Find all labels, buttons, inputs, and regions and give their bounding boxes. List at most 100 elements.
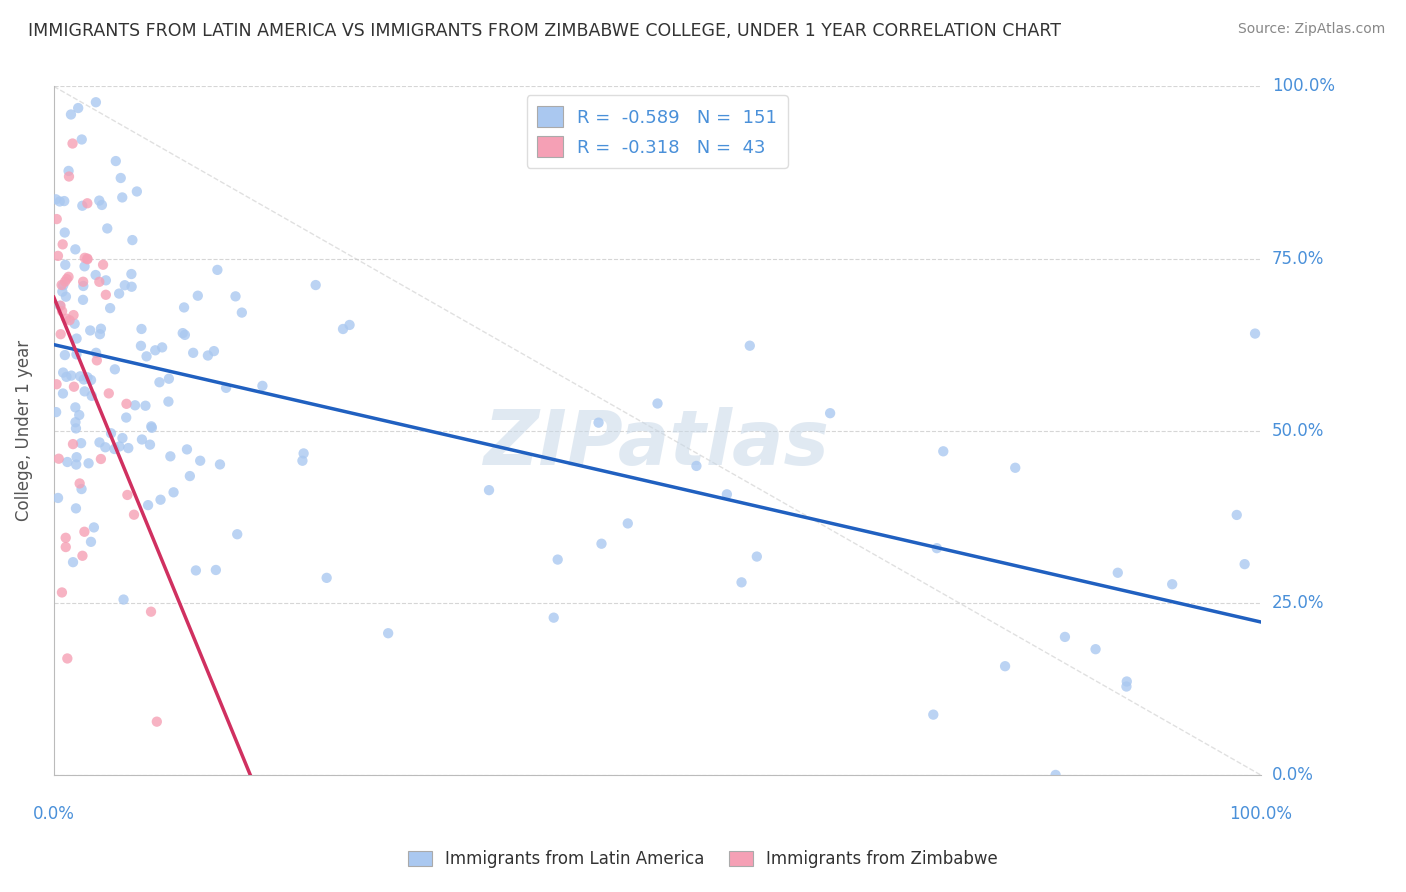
Point bbox=[86, 353, 108, 368]
Point bbox=[65, 347, 87, 361]
Text: Source: ZipAtlas.com: Source: ZipAtlas.com bbox=[1237, 22, 1385, 37]
Point bbox=[291, 454, 314, 468]
Point bbox=[117, 488, 139, 502]
Point bbox=[100, 426, 122, 441]
Point bbox=[79, 323, 101, 337]
Point bbox=[94, 273, 117, 287]
Point bbox=[377, 626, 399, 640]
Point bbox=[1161, 577, 1184, 591]
Point bbox=[67, 408, 90, 422]
Point bbox=[994, 659, 1017, 673]
Point bbox=[53, 275, 76, 289]
Point bbox=[65, 501, 87, 516]
Legend: R =  -0.589   N =  151, R =  -0.318   N =  43: R = -0.589 N = 151, R = -0.318 N = 43 bbox=[527, 95, 787, 168]
Point bbox=[62, 136, 84, 151]
Point bbox=[73, 384, 96, 399]
Point bbox=[143, 343, 166, 358]
Point bbox=[46, 491, 69, 505]
Y-axis label: College, Under 1 year: College, Under 1 year bbox=[15, 340, 32, 521]
Point bbox=[225, 289, 247, 303]
Point bbox=[45, 405, 67, 419]
Point bbox=[53, 226, 76, 240]
Point bbox=[332, 322, 354, 336]
Point bbox=[148, 376, 170, 390]
Point bbox=[730, 575, 752, 590]
Point bbox=[115, 410, 138, 425]
Point bbox=[478, 483, 501, 497]
Point bbox=[181, 346, 204, 360]
Point bbox=[104, 362, 127, 376]
Point bbox=[77, 456, 100, 470]
Point bbox=[685, 458, 707, 473]
Point bbox=[53, 348, 76, 362]
Point bbox=[69, 476, 91, 491]
Point bbox=[208, 458, 231, 472]
Point bbox=[45, 212, 67, 227]
Point bbox=[83, 520, 105, 534]
Point bbox=[115, 397, 138, 411]
Point bbox=[305, 278, 328, 293]
Point bbox=[65, 243, 87, 257]
Point bbox=[114, 278, 136, 293]
Point bbox=[72, 293, 94, 307]
Point bbox=[215, 381, 238, 395]
Point bbox=[103, 442, 125, 456]
Point bbox=[65, 332, 87, 346]
Point bbox=[617, 516, 640, 531]
Point bbox=[53, 258, 76, 272]
Point bbox=[226, 527, 249, 541]
Point bbox=[84, 95, 107, 110]
Point bbox=[51, 585, 73, 599]
Point bbox=[96, 221, 118, 235]
Text: 100.0%: 100.0% bbox=[1229, 805, 1292, 823]
Point bbox=[65, 401, 87, 415]
Point bbox=[173, 327, 195, 342]
Point bbox=[60, 368, 83, 383]
Point bbox=[62, 437, 84, 451]
Point bbox=[62, 308, 84, 322]
Point bbox=[129, 339, 152, 353]
Point bbox=[1053, 630, 1076, 644]
Point bbox=[52, 366, 75, 380]
Point bbox=[1004, 460, 1026, 475]
Point bbox=[139, 437, 162, 451]
Point bbox=[56, 651, 79, 665]
Point bbox=[70, 132, 93, 146]
Point bbox=[173, 301, 195, 315]
Point bbox=[172, 326, 194, 340]
Point bbox=[65, 415, 87, 429]
Point bbox=[55, 540, 77, 554]
Point bbox=[58, 313, 80, 327]
Point bbox=[90, 452, 112, 467]
Point bbox=[150, 340, 173, 354]
Point bbox=[84, 346, 107, 360]
Point bbox=[55, 290, 77, 304]
Point bbox=[122, 508, 145, 522]
Point bbox=[179, 469, 201, 483]
Point bbox=[121, 233, 143, 247]
Point bbox=[111, 431, 134, 445]
Point bbox=[91, 258, 114, 272]
Point bbox=[62, 555, 84, 569]
Point bbox=[90, 322, 112, 336]
Point bbox=[543, 610, 565, 624]
Point bbox=[591, 537, 613, 551]
Text: 0.0%: 0.0% bbox=[1272, 766, 1313, 784]
Point bbox=[315, 571, 337, 585]
Point bbox=[207, 263, 229, 277]
Point bbox=[157, 372, 180, 386]
Point bbox=[922, 707, 945, 722]
Point bbox=[588, 416, 610, 430]
Point bbox=[51, 285, 73, 299]
Point bbox=[49, 327, 72, 342]
Point bbox=[135, 349, 157, 363]
Point bbox=[48, 194, 70, 209]
Point bbox=[339, 318, 361, 332]
Point bbox=[89, 327, 111, 342]
Point bbox=[52, 278, 75, 293]
Point bbox=[184, 563, 207, 577]
Point bbox=[1084, 642, 1107, 657]
Point bbox=[1115, 680, 1137, 694]
Point bbox=[1233, 557, 1256, 571]
Point bbox=[67, 101, 90, 115]
